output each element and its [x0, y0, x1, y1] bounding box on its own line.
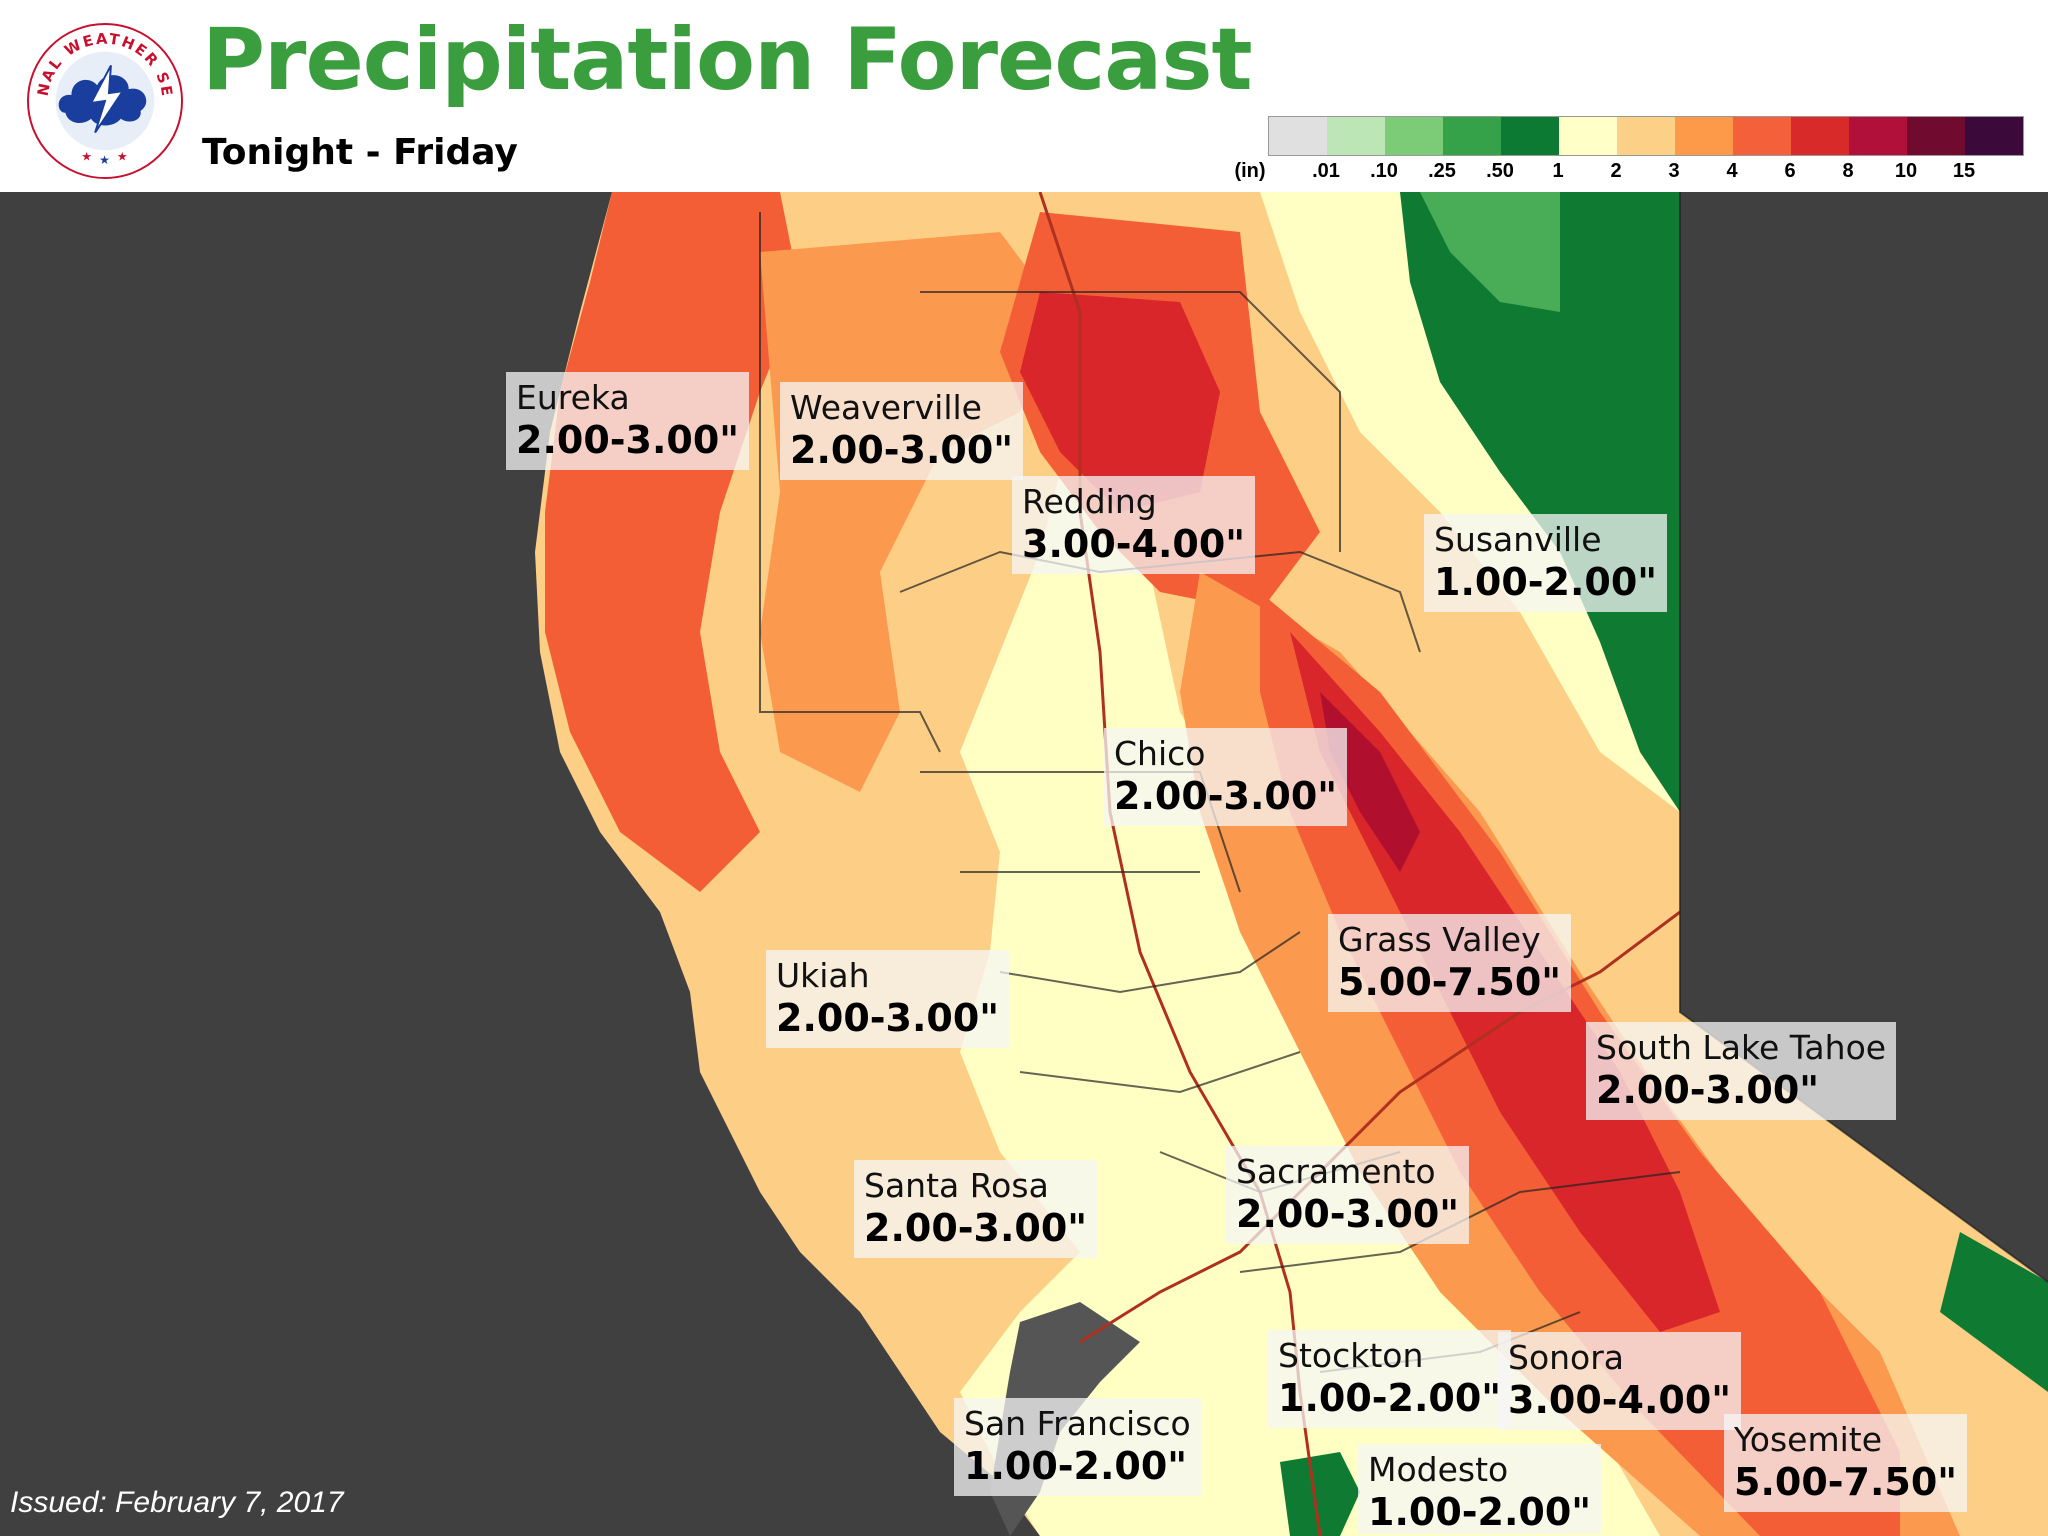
legend-swatch: [1443, 117, 1501, 155]
legend-swatch: [1501, 117, 1559, 155]
city-label-south-lake-tahoe: South Lake Tahoe 2.00-3.00": [1586, 1022, 1897, 1120]
city-label-modesto: Modesto 1.00-2.00": [1358, 1444, 1602, 1534]
page-title: Precipitation Forecast: [202, 10, 1253, 110]
city-value: 2.00-3.00": [790, 428, 1014, 472]
legend-tick-label: 3: [1668, 160, 1680, 182]
city-name: Modesto: [1368, 1450, 1509, 1489]
city-value: 3.00-4.00": [1508, 1378, 1732, 1422]
legend-tick-label: .01: [1312, 160, 1340, 182]
legend-tick-label: 6: [1784, 160, 1796, 182]
city-value: 2.00-3.00": [776, 996, 1000, 1040]
page-subtitle: Tonight - Friday: [202, 132, 518, 173]
legend-swatch: [1269, 117, 1327, 155]
shasta-red: [1020, 292, 1220, 512]
legend-swatch: [1965, 117, 2023, 155]
city-name: San Francisco: [964, 1404, 1191, 1443]
legend-swatch: [1675, 117, 1733, 155]
city-label-grass-valley: Grass Valley 5.00-7.50": [1328, 914, 1572, 1012]
legend-tick-label: 4: [1726, 160, 1738, 182]
legend-swatch: [1559, 117, 1617, 155]
legend-swatch: [1849, 117, 1907, 155]
city-label-stockton: Stockton 1.00-2.00": [1268, 1330, 1512, 1428]
city-value: 3.00-4.00": [1022, 522, 1246, 566]
city-value: 1.00-2.00": [1434, 560, 1658, 604]
city-label-ukiah: Ukiah 2.00-3.00": [766, 950, 1010, 1048]
city-value: 5.00-7.50": [1734, 1460, 1958, 1504]
legend-swatch: [1791, 117, 1849, 155]
modesto-green-patch: [1280, 1452, 1360, 1536]
legend-colorbar: [1268, 116, 2024, 156]
east-sierra-green: [1940, 1232, 2048, 1392]
city-name: Yosemite: [1734, 1420, 1883, 1459]
city-label-redding: Redding 3.00-4.00": [1012, 476, 1256, 574]
city-name: Eureka: [516, 378, 630, 417]
city-label-san-francisco: San Francisco 1.00-2.00": [954, 1398, 1201, 1496]
issued-date: Issued: February 7, 2017: [10, 1486, 344, 1519]
city-label-sonora: Sonora 3.00-4.00": [1498, 1332, 1742, 1430]
city-value: 1.00-2.00": [1368, 1490, 1592, 1534]
legend-tick-label: .50: [1486, 160, 1514, 182]
city-value: 2.00-3.00": [864, 1206, 1088, 1250]
city-label-santa-rosa: Santa Rosa 2.00-3.00": [854, 1160, 1098, 1258]
legend-tick-label: .10: [1370, 160, 1398, 182]
legend-swatch: [1385, 117, 1443, 155]
legend-tick-label: 2: [1610, 160, 1622, 182]
northeast-green-zone: [1400, 192, 1680, 812]
city-value: 1.00-2.00": [964, 1444, 1188, 1488]
city-name: Susanville: [1434, 520, 1602, 559]
legend-tick-label: 1: [1552, 160, 1564, 182]
city-name: Ukiah: [776, 956, 870, 995]
city-value: 2.00-3.00": [1114, 774, 1338, 818]
city-name: Sacramento: [1236, 1152, 1436, 1191]
city-value: 2.00-3.00": [1596, 1068, 1820, 1112]
city-name: Chico: [1114, 734, 1206, 773]
svg-text:★: ★: [117, 149, 128, 163]
legend-swatch: [1907, 117, 1965, 155]
northwest-coast-heavy: [545, 192, 800, 892]
legend-tick-label: 15: [1952, 160, 1976, 182]
legend-tick-label: 10: [1894, 160, 1918, 182]
city-label-chico: Chico 2.00-3.00": [1104, 728, 1348, 826]
city-value: 1.00-2.00": [1278, 1376, 1502, 1420]
city-name: Weaverville: [790, 388, 982, 427]
city-label-yosemite: Yosemite 5.00-7.50": [1724, 1414, 1968, 1512]
city-name: Stockton: [1278, 1336, 1424, 1375]
city-label-weaverville: Weaverville 2.00-3.00": [780, 382, 1024, 480]
city-name: South Lake Tahoe: [1596, 1028, 1887, 1067]
highway-i80: [1079, 910, 1681, 1344]
legend-swatch: [1733, 117, 1791, 155]
city-name: Grass Valley: [1338, 920, 1541, 959]
legend-unit: (in): [1234, 160, 1266, 182]
northwest-orange: [760, 232, 1060, 792]
nevada: [1680, 192, 2048, 1282]
nws-logo: NATIONAL WEATHER SERVICE ★ ★ ★: [26, 22, 184, 180]
svg-text:★: ★: [81, 149, 92, 163]
city-name: Redding: [1022, 482, 1157, 521]
highway-i5: [1038, 192, 1322, 1536]
legend-swatch: [1617, 117, 1675, 155]
legend-swatch: [1327, 117, 1385, 155]
city-label-susanville: Susanville 1.00-2.00": [1424, 514, 1668, 612]
legend-tick-label: 8: [1842, 160, 1854, 182]
city-value: 2.00-3.00": [516, 418, 740, 462]
svg-text:★: ★: [99, 153, 110, 167]
precipitation-map: [0, 192, 2048, 1536]
city-label-eureka: Eureka 2.00-3.00": [506, 372, 750, 470]
legend-labels: (in) .01 .10 .25 .50 1 2 3 4 6 8 10 15: [1234, 160, 2040, 188]
city-name: Sonora: [1508, 1338, 1625, 1377]
city-value: 2.00-3.00": [1236, 1192, 1460, 1236]
city-name: Santa Rosa: [864, 1166, 1049, 1205]
legend-tick-label: .25: [1428, 160, 1456, 182]
city-value: 5.00-7.50": [1338, 960, 1562, 1004]
northeast-light-green: [1420, 192, 1560, 312]
city-label-sacramento: Sacramento 2.00-3.00": [1226, 1146, 1470, 1244]
header: NATIONAL WEATHER SERVICE ★ ★ ★ Precipita…: [0, 0, 2048, 192]
